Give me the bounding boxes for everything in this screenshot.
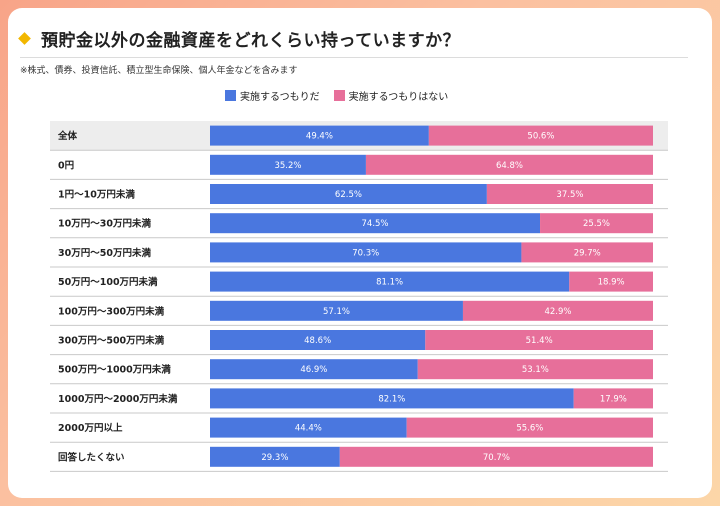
bar-series-1 [210,184,487,204]
category-label: 回答したくない [58,451,125,463]
title-divider [20,57,688,58]
category-label: 1000万円〜2000万円未満 [58,393,178,405]
data-label-series-2: 42.9% [544,307,571,317]
category-label: 30万円〜50万円未満 [58,247,151,259]
bar-series-1 [210,359,418,380]
category-label: 0円 [58,160,74,171]
category-label: 300万円〜500万円未満 [58,335,165,347]
data-label-series-2: 55.6% [516,424,543,434]
bar-series-2 [425,330,653,350]
legend-item-1: 実施するつもりだ [225,88,320,103]
data-label-series-1: 70.3% [352,248,379,258]
data-label-series-2: 29.7% [574,248,601,258]
category-label: 10万円〜30万円未満 [58,218,151,230]
title-row: 預貯金以外の金融資産をどれくらい持っていますか？ [18,26,461,51]
bar-series-1 [210,271,570,292]
data-label-series-2: 50.6% [527,132,554,142]
data-label-series-2: 51.4% [526,336,553,346]
data-label-series-1: 46.9% [300,365,327,375]
category-label: 1円〜10万円未満 [58,189,135,201]
bar-series-1 [210,300,463,321]
data-label-series-1: 74.5% [362,219,389,229]
data-label-series-2: 64.8% [496,161,523,171]
bar-series-2 [428,125,653,146]
data-label-series-1: 48.6% [304,336,331,346]
category-label: 全体 [57,130,78,142]
bar-series-2 [521,242,653,263]
bar-series-2 [486,184,653,204]
bar-series-1 [210,446,340,467]
data-label-series-1: 35.2% [274,161,301,171]
bar-series-2 [406,417,653,438]
data-label-series-1: 62.5% [335,190,362,200]
bar-series-2 [462,300,653,321]
bar-series-2 [365,154,653,175]
category-label: 500万円〜1000万円未満 [58,364,171,376]
bar-series-1 [210,213,541,234]
bar-series-1 [210,242,522,263]
bar-series-2 [339,446,653,467]
data-label-series-2: 17.9% [600,394,627,404]
data-label-series-1: 82.1% [378,394,405,404]
bar-series-1 [210,154,366,175]
data-label-series-2: 25.5% [583,219,610,229]
data-label-series-1: 44.4% [295,424,322,434]
legend-swatch-1 [225,90,236,101]
legend: 実施するつもりだ 実施するつもりはない [225,88,462,103]
legend-item-2: 実施するつもりはない [333,88,449,103]
data-label-series-2: 37.5% [556,190,583,200]
bar-series-2 [569,271,653,292]
category-label: 50万円〜100万円未満 [58,276,158,288]
data-label-series-1: 49.4% [306,132,333,142]
legend-swatch-2 [333,90,345,101]
legend-label-1: 実施するつもりだ [240,92,320,103]
bar-series-2 [417,359,653,380]
category-label: 2000万円以上 [58,422,123,434]
chart-title: 預貯金以外の金融資産をどれくらい持っていますか？ [41,31,461,51]
bar-series-1 [210,330,426,350]
legend-label-2: 実施するつもりはない [348,92,449,103]
bar-series-2 [573,388,653,409]
bar-series-1 [210,388,574,409]
data-label-series-2: 53.1% [522,365,549,375]
bar-series-1 [210,125,429,146]
data-label-series-1: 29.3% [261,453,288,463]
bar-series-1 [210,417,407,438]
chart-note: ※株式、債券、投資信託、積立型生命保険、個人年金などを含みます [20,66,298,76]
data-label-series-2: 18.9% [598,278,625,288]
data-label-series-1: 81.1% [376,278,403,288]
data-label-series-2: 70.7% [483,453,510,463]
category-label: 100万円〜300万円未満 [58,305,165,317]
bar-series-2 [540,213,653,234]
data-label-series-1: 57.1% [323,307,350,317]
